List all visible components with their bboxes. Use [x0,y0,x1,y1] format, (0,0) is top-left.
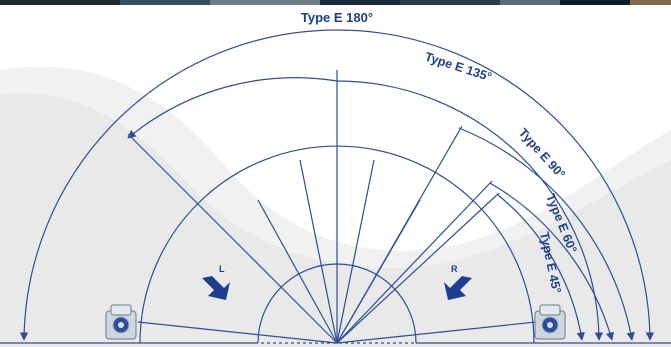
arc-type-e-135-right [336,80,604,341]
right-device [534,304,566,340]
ray-inner-left-1 [257,199,338,344]
arc-type-e-60 [489,182,614,341]
left-arrow [202,276,230,300]
ray-45 [336,192,500,344]
arc-type-e-180 [19,29,338,341]
ray-inner-right-1 [336,159,375,344]
label-left: L [219,264,225,274]
right-arrow [444,276,472,300]
ray-inner-right-2 [336,199,421,344]
left-device [105,304,137,340]
arc-type-e-45 [497,194,585,341]
ray-135-left [127,133,338,344]
top-photo-strip [0,0,671,5]
arrow-down-right-icon [202,276,230,300]
label-type-e-90: Type E 90° [516,126,568,182]
ray-right-low [336,321,537,344]
arc-type-e-90 [458,127,635,341]
background-wave-mid [0,93,671,347]
label-right: R [451,264,458,274]
arc-type-e-135-left [127,77,338,139]
ray-inner-left-2 [299,159,338,344]
ray-left-low [137,321,338,344]
ray-60 [336,180,493,344]
arrow-down-left-icon [444,276,472,300]
arc-type-e-180-right [336,29,655,341]
label-type-e-180: Type E 180° [301,10,373,25]
